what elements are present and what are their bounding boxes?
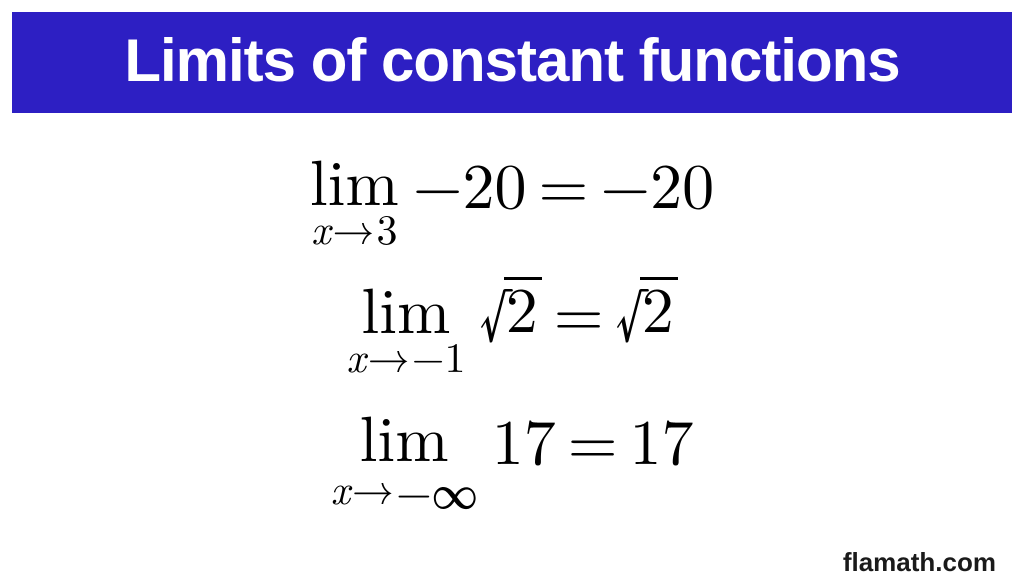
approach-target: −1	[412, 326, 466, 385]
approach-var: x	[346, 326, 366, 385]
lim-subscript: x→−∞	[330, 463, 477, 509]
title-banner: Limits of constant functions	[12, 12, 1012, 113]
approach-target: −∞	[396, 457, 478, 522]
arrow-icon: →	[366, 326, 412, 385]
approach-var: x	[311, 198, 331, 257]
equation-list: lim x→3 −20 = −20 lim x→−1 √ 2 = √	[0, 147, 1024, 509]
equation-row: lim x→−∞ 17 = 17	[330, 403, 693, 509]
lhs: 2	[504, 277, 542, 332]
rhs: 2	[640, 277, 678, 332]
expression: 17 = 17	[492, 403, 694, 470]
approach-var: x	[330, 458, 350, 517]
limit-operator: lim x→−1	[346, 275, 465, 377]
expression: √ 2 = √ 2	[479, 275, 677, 342]
lhs: −20	[413, 150, 527, 214]
sqrt-lhs: √ 2	[479, 278, 541, 342]
rhs: −20	[600, 150, 714, 214]
equals-sign: =	[527, 150, 601, 214]
arrow-icon: →	[331, 198, 377, 257]
expression: −20 = −20	[413, 147, 714, 214]
lim-subscript: x→3	[311, 207, 398, 249]
equation-row: lim x→−1 √ 2 = √ 2	[346, 275, 677, 377]
limit-operator: lim x→3	[310, 147, 399, 249]
arrow-icon: →	[350, 458, 396, 517]
approach-target: 3	[377, 198, 398, 257]
sqrt-rhs: √ 2	[616, 278, 678, 342]
rhs: 17	[630, 406, 694, 470]
equals-sign: =	[556, 406, 630, 470]
lim-subscript: x→−1	[346, 335, 465, 377]
lhs: 17	[492, 406, 556, 470]
equation-row: lim x→3 −20 = −20	[310, 147, 714, 249]
attribution: flamath.com	[843, 547, 996, 578]
limit-operator: lim x→−∞	[330, 403, 477, 509]
equals-sign: =	[542, 278, 616, 342]
